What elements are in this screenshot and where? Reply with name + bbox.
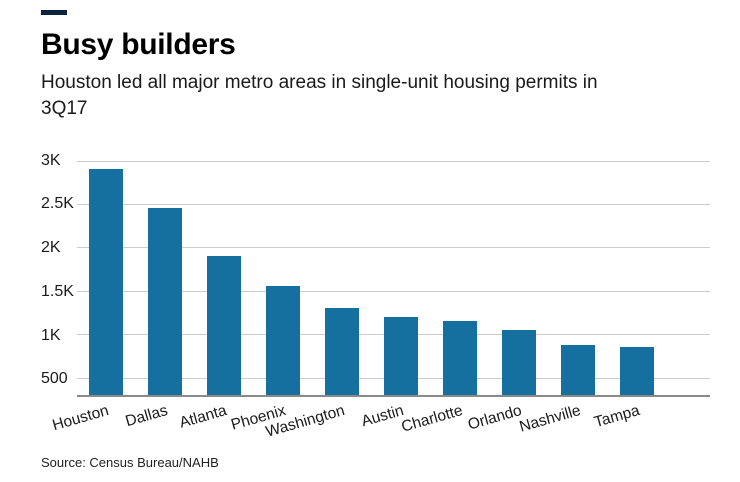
bar [325,308,360,395]
plot-area [77,152,710,397]
y-tick-label: 2.5K [41,195,74,213]
x-tick-label: Atlanta [177,401,229,432]
source-note: Source: Census Bureau/NAHB [41,454,219,470]
gridline [77,247,710,249]
brand-mark [41,10,67,15]
bar [89,169,124,395]
bar-chart: 500 1K 1.5K 2K 2.5K 3K Houston Dallas Atlanta Ph… [41,152,710,449]
y-tick-label: 1.5K [41,282,74,300]
bar [442,321,477,395]
x-tick-label: Charlotte [399,401,465,436]
x-tick-label: Houston [50,401,112,435]
y-tick-label: 3K [41,151,61,169]
bar [207,256,242,395]
y-tick-label: 1K [41,326,61,344]
bar [383,316,418,395]
bar [148,208,183,395]
y-axis-labels: 500 1K 1.5K 2K 2.5K 3K [41,152,77,397]
y-tick-label: 2K [41,239,61,257]
x-axis-labels: Houston Dallas Atlanta Phoenix Washington Aus… [51,397,666,449]
bar [501,329,536,395]
chart-subtitle: Houston led all major metro areas in sin… [41,71,598,119]
chart-title: Busy builders [41,28,236,61]
bar [619,347,654,395]
y-tick-label: 500 [41,370,68,388]
x-tick-label: Nashville [517,401,583,436]
gridline [77,290,710,292]
bar [266,285,301,395]
bars [77,152,666,395]
chart-plot-row: 500 1K 1.5K 2K 2.5K 3K [41,152,710,397]
bar [560,345,595,395]
gridline [77,204,710,205]
x-tick-label: Tampa [591,401,642,432]
x-tick-label: Orlando [465,401,524,434]
x-tick-label: Austin [359,401,406,431]
x-tick-label: Dallas [123,401,171,431]
gridline [77,160,710,162]
